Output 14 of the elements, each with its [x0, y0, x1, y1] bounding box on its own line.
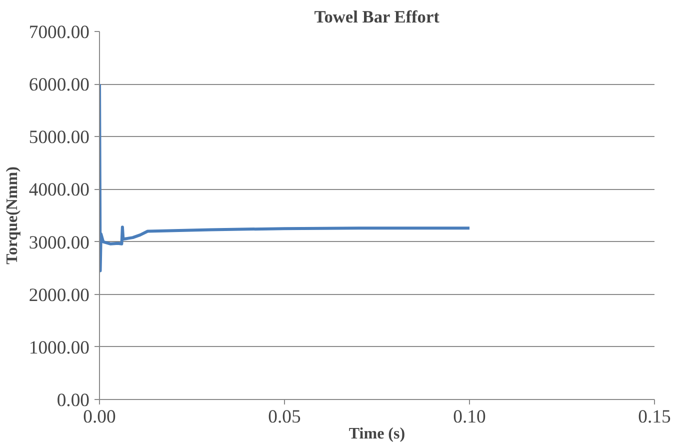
x-tick-label: 0.15 [638, 406, 671, 428]
y-axis-title: Torque(Nmm) [4, 166, 21, 264]
x-tick-label: 0.05 [268, 406, 301, 428]
y-tick-label: 6000.00 [28, 74, 90, 96]
line-series [100, 82, 471, 272]
y-tick-label: 7000.00 [28, 22, 90, 43]
chart-title: Towel Bar Effort [314, 8, 440, 26]
y-tick-label: 5000.00 [28, 127, 90, 148]
x-axis-title: Time (s) [348, 426, 406, 442]
y-tick-label: 4000.00 [28, 180, 90, 201]
y-tick-label: 3000.00 [28, 232, 90, 254]
x-tick-label: 0.10 [453, 406, 486, 428]
y-tick-label: 1000.00 [28, 337, 90, 358]
y-tick-label: 2000.00 [28, 284, 90, 306]
